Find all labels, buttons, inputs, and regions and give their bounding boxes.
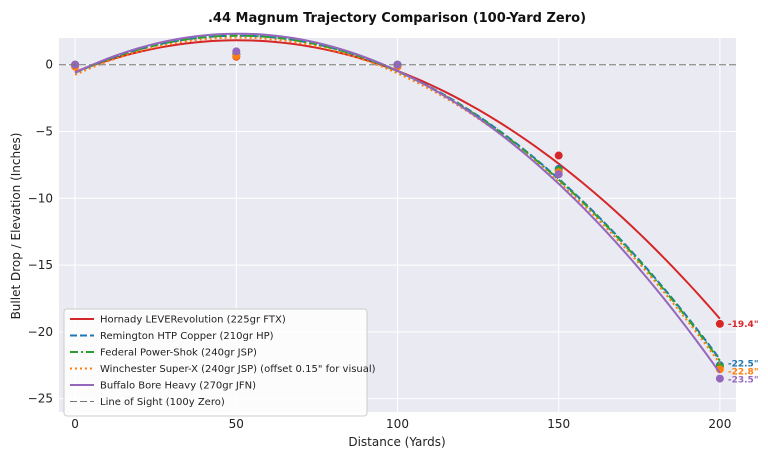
y-axis-label: Bullet Drop / Elevation (Inches) bbox=[9, 133, 23, 320]
legend-entry: Winchester Super-X (240gr JSP) (offset 0… bbox=[100, 364, 376, 375]
y-tick-label: −20 bbox=[28, 325, 53, 339]
data-point bbox=[715, 319, 724, 328]
end-value-label: -22.5" bbox=[728, 359, 759, 369]
y-tick-label: −10 bbox=[28, 191, 53, 205]
x-tick-label: 100 bbox=[386, 417, 409, 431]
y-tick-label: −5 bbox=[35, 125, 53, 139]
x-tick-label: 150 bbox=[547, 417, 570, 431]
legend-entry: Buffalo Bore Heavy (270gr JFN) bbox=[100, 381, 256, 392]
y-tick-label: 0 bbox=[45, 58, 53, 72]
legend-entry: Remington HTP Copper (210gr HP) bbox=[100, 331, 274, 342]
x-axis-label: Distance (Yards) bbox=[348, 435, 445, 449]
x-tick-label: 50 bbox=[229, 417, 244, 431]
series-line bbox=[74, 32, 721, 374]
data-point bbox=[232, 47, 241, 56]
y-tick-label: −25 bbox=[28, 392, 53, 406]
data-point bbox=[393, 60, 402, 69]
data-point bbox=[715, 374, 724, 383]
end-value-label: -23.5" bbox=[728, 376, 759, 386]
data-point bbox=[554, 151, 563, 160]
end-value-label: -19.4" bbox=[728, 320, 759, 330]
x-tick-label: 200 bbox=[708, 417, 731, 431]
x-tick-label: 0 bbox=[71, 417, 79, 431]
y-tick-label: −15 bbox=[28, 258, 53, 272]
legend-entry: Hornady LEVERevolution (225gr FTX) bbox=[100, 315, 286, 326]
data-point bbox=[554, 170, 563, 179]
legend-box bbox=[63, 308, 368, 417]
chart-title: .44 Magnum Trajectory Comparison (100-Ya… bbox=[208, 11, 586, 26]
legend: Hornady LEVERevolution (225gr FTX) Reming… bbox=[63, 308, 376, 417]
legend-entry: Federal Power-Shok (240gr JSP) bbox=[100, 348, 257, 359]
legend-entry: Line of Sight (100y Zero) bbox=[100, 397, 225, 408]
end-value-label: -22.8" bbox=[728, 367, 759, 377]
